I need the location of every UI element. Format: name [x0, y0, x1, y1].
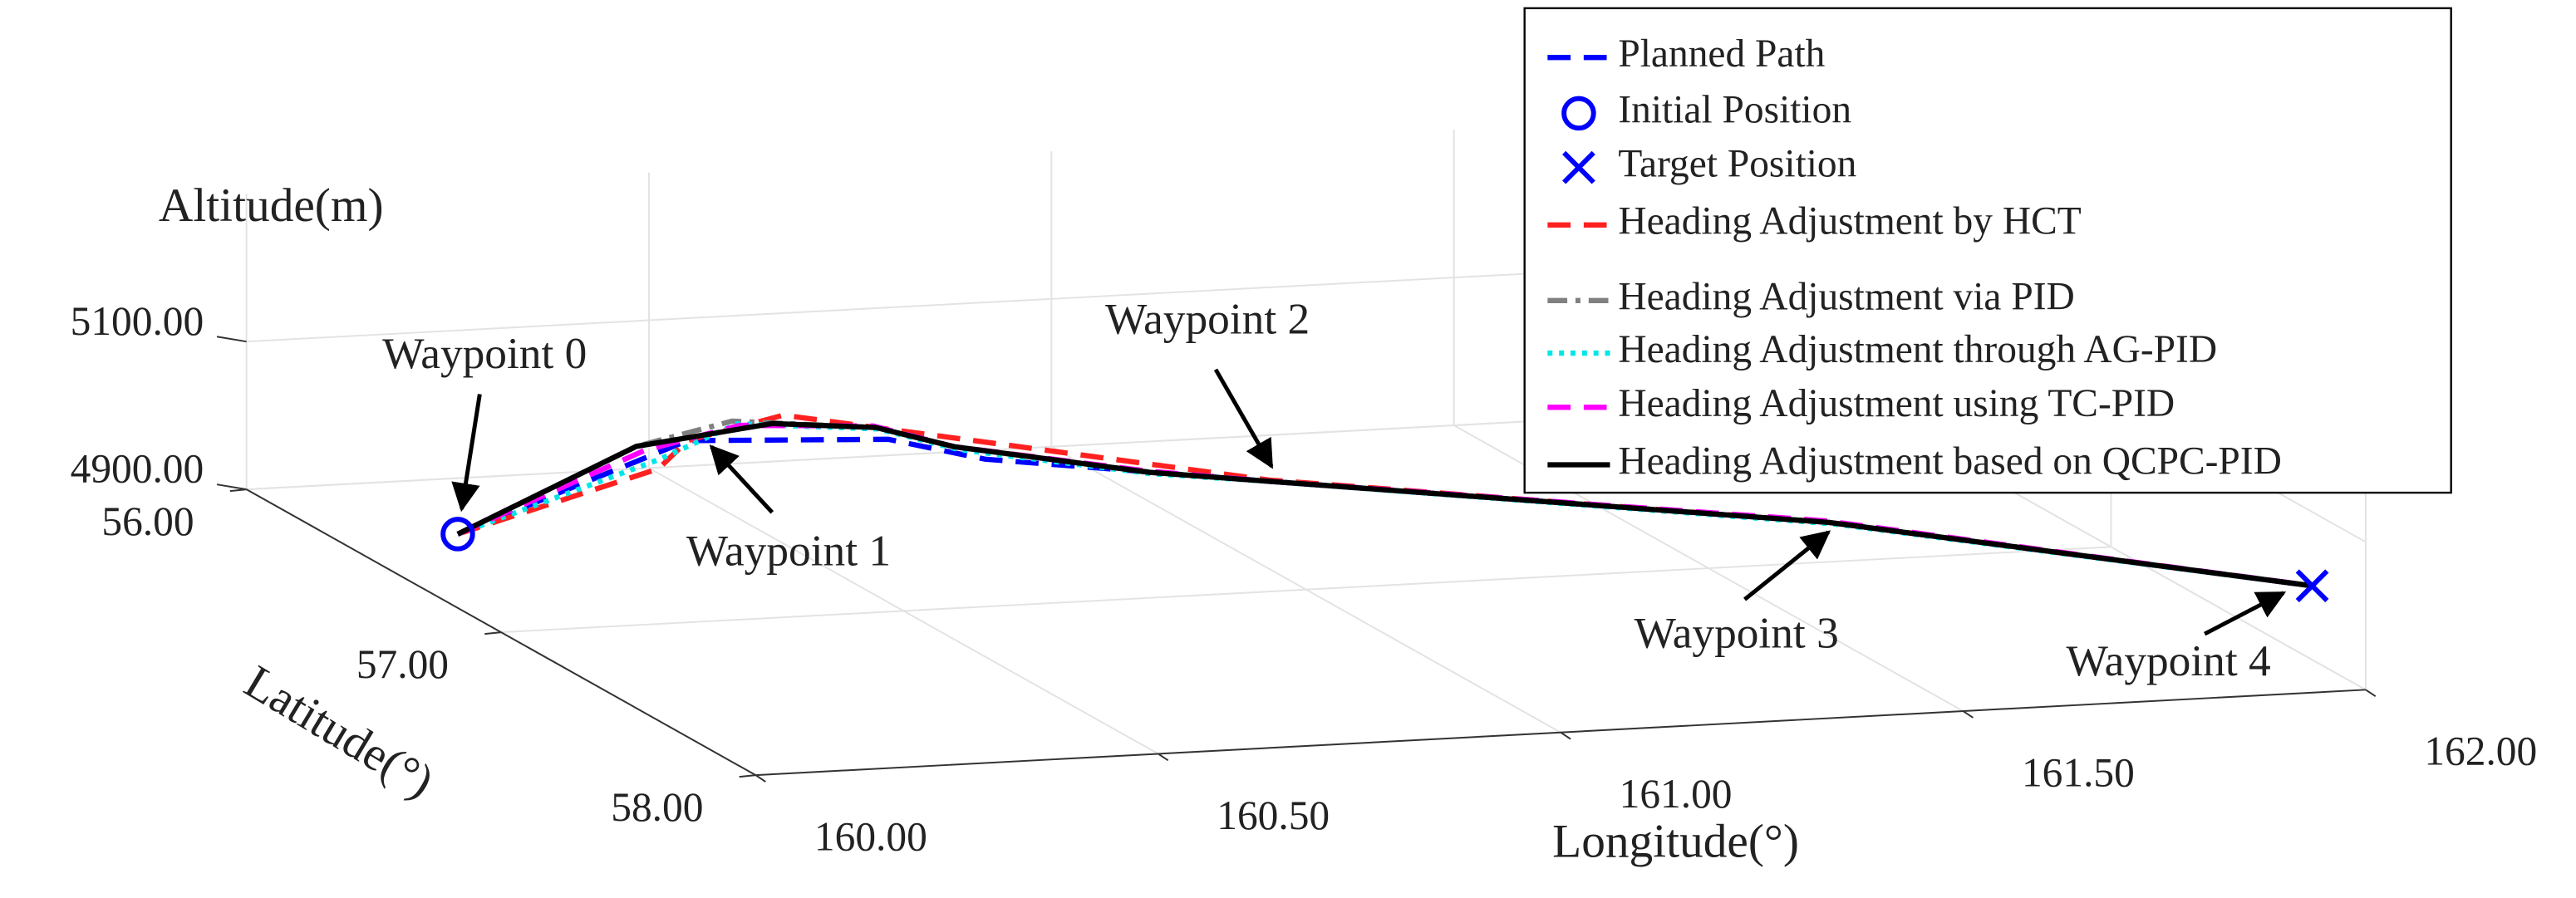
annotation: Waypoint 2	[1105, 294, 1310, 344]
x-axis-label: Longitude(°)	[1552, 815, 1799, 867]
annotations: Waypoint 0 Waypoint 1 Waypoint 2 Waypoint 3…	[382, 294, 2287, 685]
legend-label: Heading Adjustment through AG-PID	[1618, 328, 2217, 371]
annotation: Waypoint 4	[2067, 635, 2271, 685]
legend-label: Initial Position	[1618, 88, 1851, 131]
x-tick-label: 161.50	[2022, 749, 2135, 795]
marker	[2295, 569, 2329, 603]
arrow	[1743, 530, 1831, 601]
arrow	[1213, 368, 1274, 469]
x-tick	[755, 774, 766, 783]
axes: 160.00 160.50 161.00 161.50 162.00 56.00 57.00…	[71, 179, 2538, 867]
z-tick	[216, 336, 247, 343]
x-tick	[1560, 731, 1571, 740]
z-tick-label: 5100.00	[71, 298, 204, 344]
x-tick	[1158, 753, 1169, 762]
legend-label: Heading Adjustment based on QCPC-PID	[1618, 439, 2282, 483]
grid-line	[500, 546, 2111, 634]
legend-label: Target Position	[1618, 143, 1856, 186]
annotation: Waypoint 3	[1635, 607, 1839, 657]
x-tick	[1962, 710, 1974, 719]
annotation: Waypoint 0	[382, 328, 587, 378]
y-tick	[484, 631, 502, 635]
legend-label: Heading Adjustment by HCT	[1618, 200, 2081, 243]
z-tick	[216, 483, 247, 491]
legend-label: Heading Adjustment via PID	[1618, 276, 2074, 319]
arrow	[2204, 591, 2287, 636]
series-line	[456, 420, 2313, 589]
x-tick	[2365, 689, 2377, 698]
marker	[440, 517, 475, 552]
arrow	[451, 394, 482, 513]
z-tick-label: 4900.00	[71, 446, 204, 492]
y-tick-label: 58.00	[611, 784, 703, 830]
x-tick-label: 161.00	[1620, 771, 1733, 817]
legend-label: Heading Adjustment using TC-PID	[1618, 382, 2175, 425]
annotation: Waypoint 1	[686, 525, 891, 575]
z-axis-label: Altitude(m)	[159, 179, 384, 232]
series-line	[456, 421, 2313, 589]
plot-area	[440, 412, 2329, 603]
y-tick-label: 56.00	[101, 498, 194, 544]
legend-label: Planned Path	[1618, 32, 1825, 76]
y-tick-label: 57.00	[356, 641, 449, 687]
x-tick-label: 160.00	[814, 814, 927, 860]
marker	[1561, 96, 1596, 131]
legend-box	[1523, 7, 2452, 494]
legend: Planned Path Initial Position Target Posit…	[1523, 7, 2452, 494]
x-tick-label: 160.50	[1217, 792, 1330, 838]
arrow	[709, 444, 774, 514]
x-tick-label: 162.00	[2424, 729, 2537, 774]
y-tick	[739, 774, 756, 778]
marker	[1562, 150, 1595, 184]
